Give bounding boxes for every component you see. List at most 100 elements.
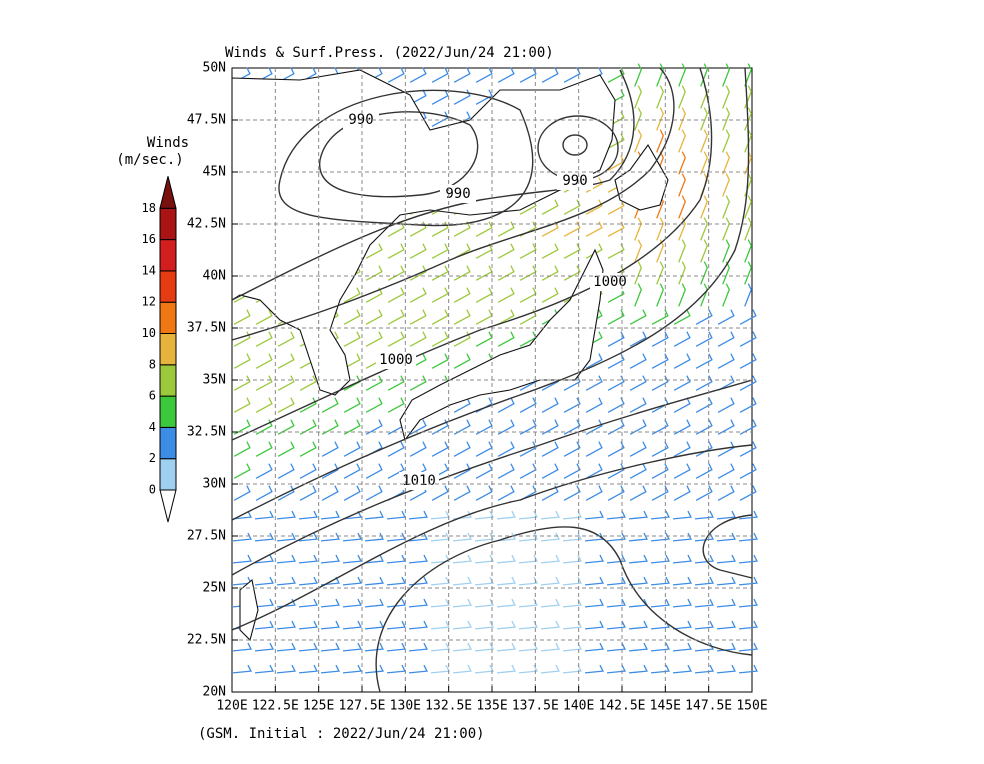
wind-barb [717, 419, 735, 435]
wind-barb [474, 532, 494, 542]
wind-barb [255, 441, 273, 457]
wind-barb [694, 620, 714, 630]
wind-barb [563, 375, 581, 391]
wind-barb [650, 664, 670, 674]
x-tick-label: 150E [736, 699, 767, 714]
wind-barb [254, 554, 274, 564]
wind-barb [700, 63, 708, 87]
wind-barb [634, 63, 642, 87]
wind-barb [656, 129, 664, 153]
wind-barb [408, 620, 428, 630]
isobar-label: 1010 [402, 473, 436, 489]
wind-barb [541, 419, 559, 435]
wind-barb [563, 441, 581, 457]
wind-barb [694, 576, 714, 586]
wind-barb [453, 397, 471, 413]
x-tick-label: 145E [650, 699, 681, 714]
y-tick-label: 35N [203, 373, 226, 388]
wind-barb [497, 287, 515, 303]
wind-barb [695, 419, 713, 435]
wind-barb [276, 532, 296, 542]
wind-barb [452, 598, 472, 608]
wind-barb [673, 441, 691, 457]
wind-barb [717, 353, 735, 369]
wind-barb [562, 510, 582, 520]
wind-barb [584, 576, 604, 586]
wind-barb [518, 664, 538, 674]
wind-barb [650, 510, 670, 520]
wind-barb [695, 463, 713, 479]
wind-barb [364, 510, 384, 520]
wind-barb [497, 221, 515, 237]
wind-barb [678, 63, 686, 87]
colorbar-tick-label: 12 [142, 295, 156, 309]
wind-barb [673, 463, 691, 479]
wind-barb [387, 67, 405, 83]
wind-barb [475, 221, 493, 237]
colorbar-swatch [159, 301, 177, 335]
wind-barb [673, 485, 691, 501]
wind-barb [298, 554, 318, 564]
wind-barb [722, 129, 730, 153]
wind-barb [299, 485, 317, 501]
wind-barb [584, 620, 604, 630]
wind-barb [497, 397, 515, 413]
colorbar-title: Winds [147, 135, 189, 151]
wind-barb [722, 151, 730, 175]
wind-barb [563, 199, 581, 215]
y-tick-label: 50N [203, 61, 226, 76]
wind-barb [497, 331, 515, 347]
colorbar-tick-label: 10 [142, 326, 156, 340]
wind-barb [672, 554, 692, 564]
colorbar-swatch [159, 207, 177, 241]
wind-barb [606, 510, 626, 520]
wind-barb [716, 510, 736, 520]
wind-barb [716, 664, 736, 674]
wind-barb [606, 576, 626, 586]
wind-barb [716, 576, 736, 586]
wind-barb [563, 67, 581, 83]
colorbar-tick-label: 0 [149, 483, 156, 497]
wind-barb [738, 532, 758, 542]
wind-barb [739, 375, 757, 391]
wind-barb [452, 576, 472, 586]
wind-barb [387, 243, 405, 259]
wind-barb [342, 554, 362, 564]
colorbar-tick-label: 8 [149, 357, 156, 371]
wind-barb [254, 620, 274, 630]
wind-barb [607, 463, 625, 479]
wind-barb [276, 576, 296, 586]
colorbar-tick-label: 6 [149, 389, 156, 403]
wind-barb [656, 217, 664, 241]
wind-barb [700, 261, 708, 285]
wind-barb [695, 375, 713, 391]
wind-barb [678, 217, 686, 241]
wind-barb [672, 510, 692, 520]
wind-barb [496, 664, 516, 674]
wind-barb [634, 261, 642, 285]
wind-barb [607, 485, 625, 501]
wind-barb [717, 331, 735, 347]
colorbar-tick-label: 18 [142, 201, 156, 215]
wind-barb [453, 331, 471, 347]
wind-barb [606, 664, 626, 674]
wind-barb [629, 353, 647, 369]
wind-barb [343, 397, 361, 413]
wind-barb [700, 239, 708, 263]
wind-barb [629, 485, 647, 501]
wind-barb [364, 554, 384, 564]
wind-barb [629, 463, 647, 479]
wind-barb [722, 85, 730, 109]
wind-barb [298, 620, 318, 630]
wind-barb [634, 239, 642, 263]
wind-barb [695, 485, 713, 501]
wind-barb [628, 642, 648, 652]
wind-barb [651, 485, 669, 501]
wind-barb [320, 576, 340, 586]
wind-barb [738, 510, 758, 520]
wind-barb [562, 664, 582, 674]
wind-barb [277, 463, 295, 479]
colorbar-tick-label: 4 [149, 420, 156, 434]
wind-barb [672, 576, 692, 586]
wind-barb [722, 63, 730, 87]
